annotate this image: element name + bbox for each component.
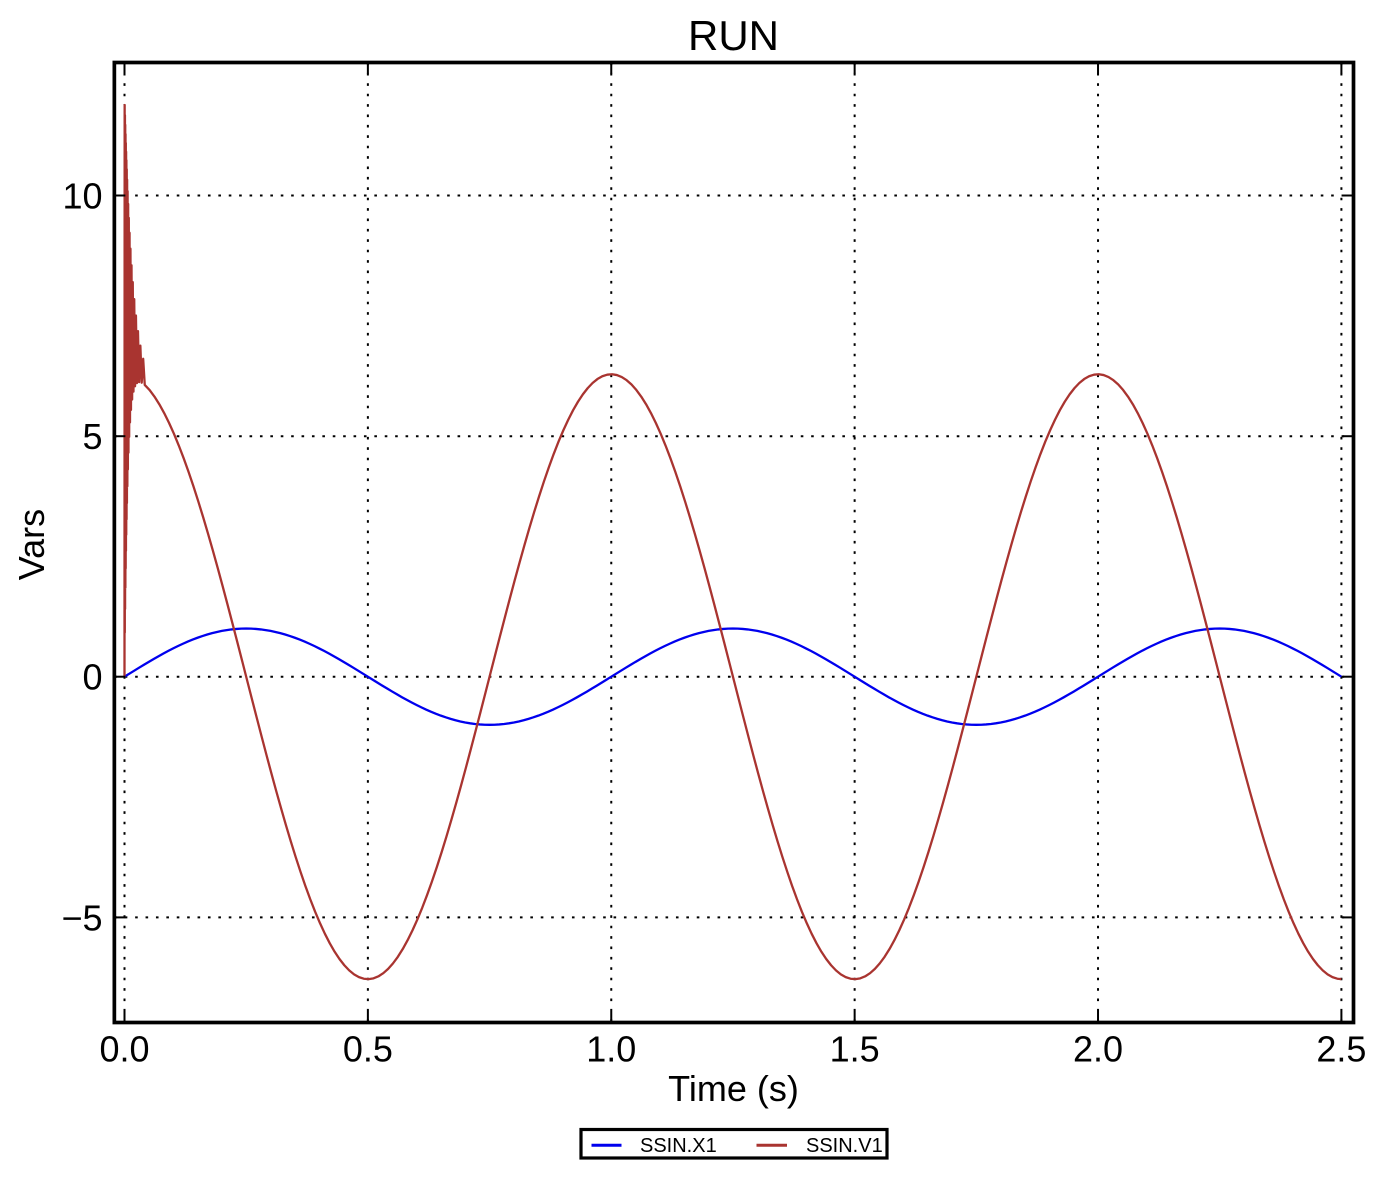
svg-text:Vars: Vars bbox=[11, 509, 52, 580]
svg-text:10: 10 bbox=[62, 176, 102, 217]
svg-text:0.5: 0.5 bbox=[343, 1029, 393, 1070]
svg-text:Time (s): Time (s) bbox=[668, 1068, 799, 1109]
svg-text:5: 5 bbox=[82, 416, 102, 457]
svg-text:SSIN.X1: SSIN.X1 bbox=[640, 1135, 717, 1157]
svg-text:1.0: 1.0 bbox=[586, 1029, 636, 1070]
svg-text:0.0: 0.0 bbox=[99, 1029, 149, 1070]
svg-text:SSIN.V1: SSIN.V1 bbox=[806, 1135, 883, 1157]
svg-text:RUN: RUN bbox=[688, 12, 779, 59]
svg-text:−5: −5 bbox=[61, 897, 102, 938]
svg-text:2.5: 2.5 bbox=[1316, 1029, 1366, 1070]
svg-text:1.5: 1.5 bbox=[830, 1029, 880, 1070]
svg-text:0: 0 bbox=[82, 657, 102, 698]
svg-text:2.0: 2.0 bbox=[1073, 1029, 1123, 1070]
